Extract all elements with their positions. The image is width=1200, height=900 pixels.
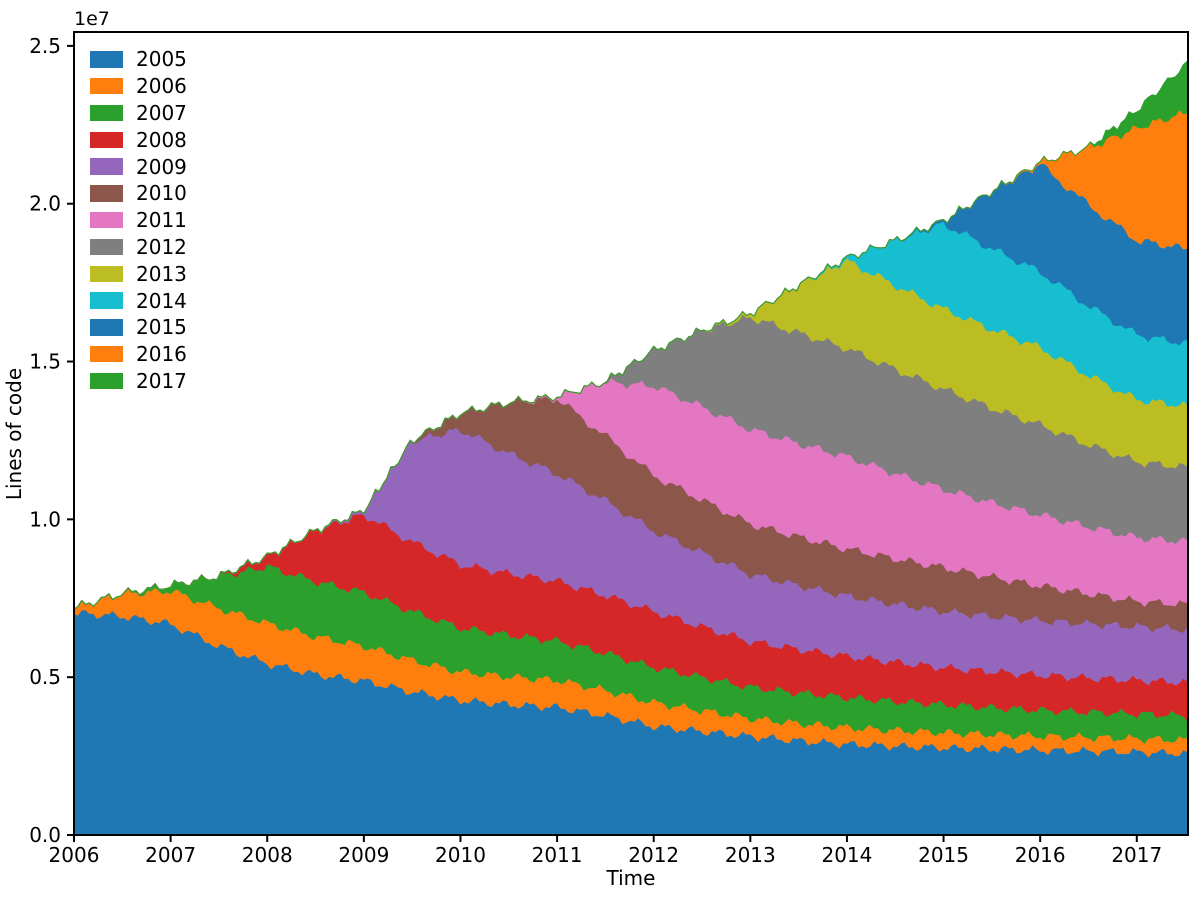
legend-label-2011: 2011 xyxy=(136,208,187,233)
legend-label-2006: 2006 xyxy=(136,74,187,99)
x-tick-label: 2007 xyxy=(145,843,196,867)
legend-item-2005: 2005 xyxy=(90,46,187,73)
legend-item-2006: 2006 xyxy=(90,73,187,100)
x-tick-label: 2009 xyxy=(338,843,389,867)
legend-swatch-2017 xyxy=(90,372,123,390)
x-tick-label: 2008 xyxy=(242,843,293,867)
legend-swatch-2005 xyxy=(90,51,123,68)
legend-swatch-2014 xyxy=(90,292,123,309)
legend-label-2015: 2015 xyxy=(136,315,187,340)
plot-spines xyxy=(73,31,1189,836)
x-tick-label: 2012 xyxy=(628,843,679,867)
legend-label-2017: 2017 xyxy=(136,368,187,393)
legend-swatch-2006 xyxy=(90,77,123,95)
legend-item-2010: 2010 xyxy=(90,180,187,207)
legend-swatch-2007 xyxy=(90,104,123,122)
legend-swatch-2015 xyxy=(90,319,123,336)
x-axis-title: Time xyxy=(606,866,656,890)
legend-swatch-2013 xyxy=(90,265,123,283)
y-axis-title: Lines of code xyxy=(2,367,26,501)
legend-label-2012: 2012 xyxy=(136,234,187,259)
legend-item-2012: 2012 xyxy=(90,234,187,261)
x-tick-label: 2015 xyxy=(918,843,969,867)
legend-item-2008: 2008 xyxy=(90,126,187,153)
legend-swatch-2010 xyxy=(90,185,123,202)
legend-swatch-2011 xyxy=(90,211,123,229)
legend-swatch-2012 xyxy=(90,238,123,256)
legend-item-2014: 2014 xyxy=(90,287,187,314)
x-tick-label: 2011 xyxy=(532,843,583,867)
y-tick-label: 1.5 xyxy=(29,350,61,374)
legend-label-2014: 2014 xyxy=(136,288,187,313)
stacked-areas xyxy=(74,60,1188,835)
y-tick-label: 0.0 xyxy=(29,823,61,847)
legend-label-2007: 2007 xyxy=(136,100,187,125)
legend-label-2009: 2009 xyxy=(136,154,187,179)
area-2017 xyxy=(74,60,1188,610)
axes: 2006 2007 2008 2009 2010 2011 2012 2013 2014 2015… xyxy=(29,31,1189,867)
x-tick-label: 2017 xyxy=(1111,843,1162,867)
legend-label-2016: 2016 xyxy=(136,342,187,367)
x-tick-label: 2006 xyxy=(49,843,100,867)
legend-swatch-2009 xyxy=(90,158,123,175)
legend-item-2007: 2007 xyxy=(90,100,187,127)
legend-item-2013: 2013 xyxy=(90,260,187,287)
legend-item-2009: 2009 xyxy=(90,153,187,180)
y-tick-label: 0.5 xyxy=(29,665,61,689)
y-axis-offset-label: 1e7 xyxy=(74,8,110,30)
legend-swatch-2008 xyxy=(90,131,123,149)
legend-label-2013: 2013 xyxy=(136,261,187,286)
legend-swatch-2016 xyxy=(90,345,123,363)
y-tick-label: 1.0 xyxy=(29,507,61,531)
legend-item-2011: 2011 xyxy=(90,207,187,234)
legend-label-2010: 2010 xyxy=(136,181,187,206)
legend-label-2008: 2008 xyxy=(136,127,187,152)
legend-item-2016: 2016 xyxy=(90,341,187,368)
legend-item-2015: 2015 xyxy=(90,314,187,341)
x-tick-label: 2010 xyxy=(435,843,486,867)
x-tick-label: 2016 xyxy=(1015,843,1066,867)
y-tick-label: 2.5 xyxy=(29,34,61,58)
y-tick-label: 2.0 xyxy=(29,192,61,216)
x-tick-label: 2013 xyxy=(725,843,776,867)
legend-label-2005: 2005 xyxy=(136,47,187,72)
x-tick-label: 2014 xyxy=(821,843,872,867)
legend: 2005 2006 2007 2008 2009 2010 2011 2012 2013 2014… xyxy=(90,46,187,394)
legend-item-2017: 2017 xyxy=(90,368,187,395)
